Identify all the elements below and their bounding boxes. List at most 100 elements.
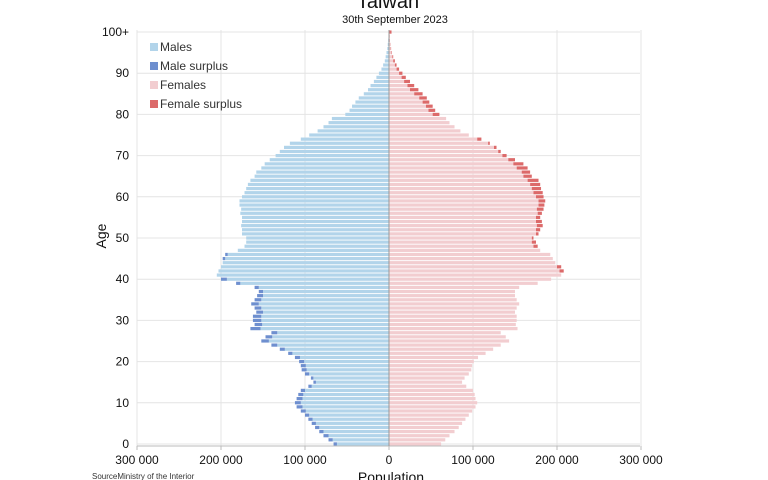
male-bar [263,310,389,314]
male-bar [260,327,389,331]
male-bar [216,273,389,277]
female-surplus-bar [521,170,531,174]
female-bar [389,306,517,310]
male-bar [302,405,389,409]
male-bar [289,141,389,145]
legend-swatch [150,81,158,89]
female-bar [389,372,469,376]
male-surplus-bar [305,413,310,417]
male-bar [300,401,389,405]
male-bar [261,318,389,322]
female-bar [389,195,536,199]
female-surplus-bar [419,96,427,100]
chart-subtitle: 30th September 2023 [342,14,448,26]
female-bar [389,314,517,318]
male-bar [306,368,389,372]
female-bar [389,331,501,335]
male-bar [373,79,389,84]
female-bar [389,397,476,401]
female-bar [389,166,517,170]
male-bar [292,351,389,355]
female-bar [389,256,553,261]
male-bar [376,75,389,79]
male-surplus-bar [221,277,227,281]
legend-swatch [150,62,158,70]
male-surplus-bar [279,347,285,351]
female-bar [389,347,494,351]
male-bar [336,442,389,446]
female-bar [389,302,520,306]
male-bar [258,302,389,306]
male-bar [312,417,389,421]
male-surplus-bar [296,405,303,409]
female-bar [389,380,463,384]
male-bar [277,343,389,347]
male-bar [305,388,389,393]
female-surplus-bar [477,137,482,141]
female-bar [389,178,528,182]
male-bar [240,211,389,215]
male-bar [269,158,389,162]
female-bar [389,199,539,203]
y-axis-title: Age [93,223,109,248]
female-bar [389,339,510,343]
female-surplus-bar [399,71,403,75]
male-bar [263,289,389,294]
male-bar [383,63,389,67]
female-surplus-bar [407,83,415,88]
male-surplus-bar [310,376,314,380]
female-bar [389,289,515,294]
female-surplus-bar [536,195,544,199]
male-bar [242,232,389,236]
female-bar [389,232,536,236]
male-bar [261,298,389,302]
female-bar [389,261,556,265]
female-bar [389,92,415,96]
male-surplus-bar [250,327,261,331]
male-bar [226,277,389,281]
legend-label: Females [160,78,206,92]
female-bar [389,224,537,228]
female-bar [389,442,442,446]
female-surplus-bar [389,30,392,34]
male-surplus-bar [271,343,278,347]
male-surplus-bar [256,310,263,314]
female-surplus-bar [538,199,546,203]
female-bar [389,71,400,75]
female-surplus-bar [410,88,419,92]
female-bar [389,125,455,129]
male-bar [323,125,389,129]
male-bar [305,364,389,368]
male-bar [240,281,389,285]
female-bar [389,42,391,47]
male-bar [225,256,389,261]
female-bar [389,108,429,112]
male-bar [264,162,389,166]
male-bar [313,376,389,380]
male-bar [256,170,389,174]
female-bar [389,59,394,63]
legend: Males Male surplus Females Female surplus [150,40,242,111]
male-surplus-bar [333,442,337,446]
female-bar [389,429,455,434]
male-surplus-bar [300,388,305,393]
female-surplus-bar [513,162,524,166]
male-surplus-bar [261,339,269,343]
male-bar [309,133,389,137]
male-surplus-bar [319,429,324,434]
female-bar [389,211,538,215]
male-surplus-bar [305,372,310,376]
female-bar [389,405,476,409]
male-bar [254,174,389,178]
female-bar [389,417,466,421]
y-tick-label: 0 [122,437,129,451]
male-bar [319,425,389,430]
axes [136,30,642,450]
female-surplus-bar [404,79,410,84]
male-surplus-bar [254,306,262,310]
female-surplus-bar [488,141,490,145]
male-bar [349,108,389,112]
x-tick-label: 200 000 [535,453,579,467]
y-tick-label: 100+ [102,25,129,39]
